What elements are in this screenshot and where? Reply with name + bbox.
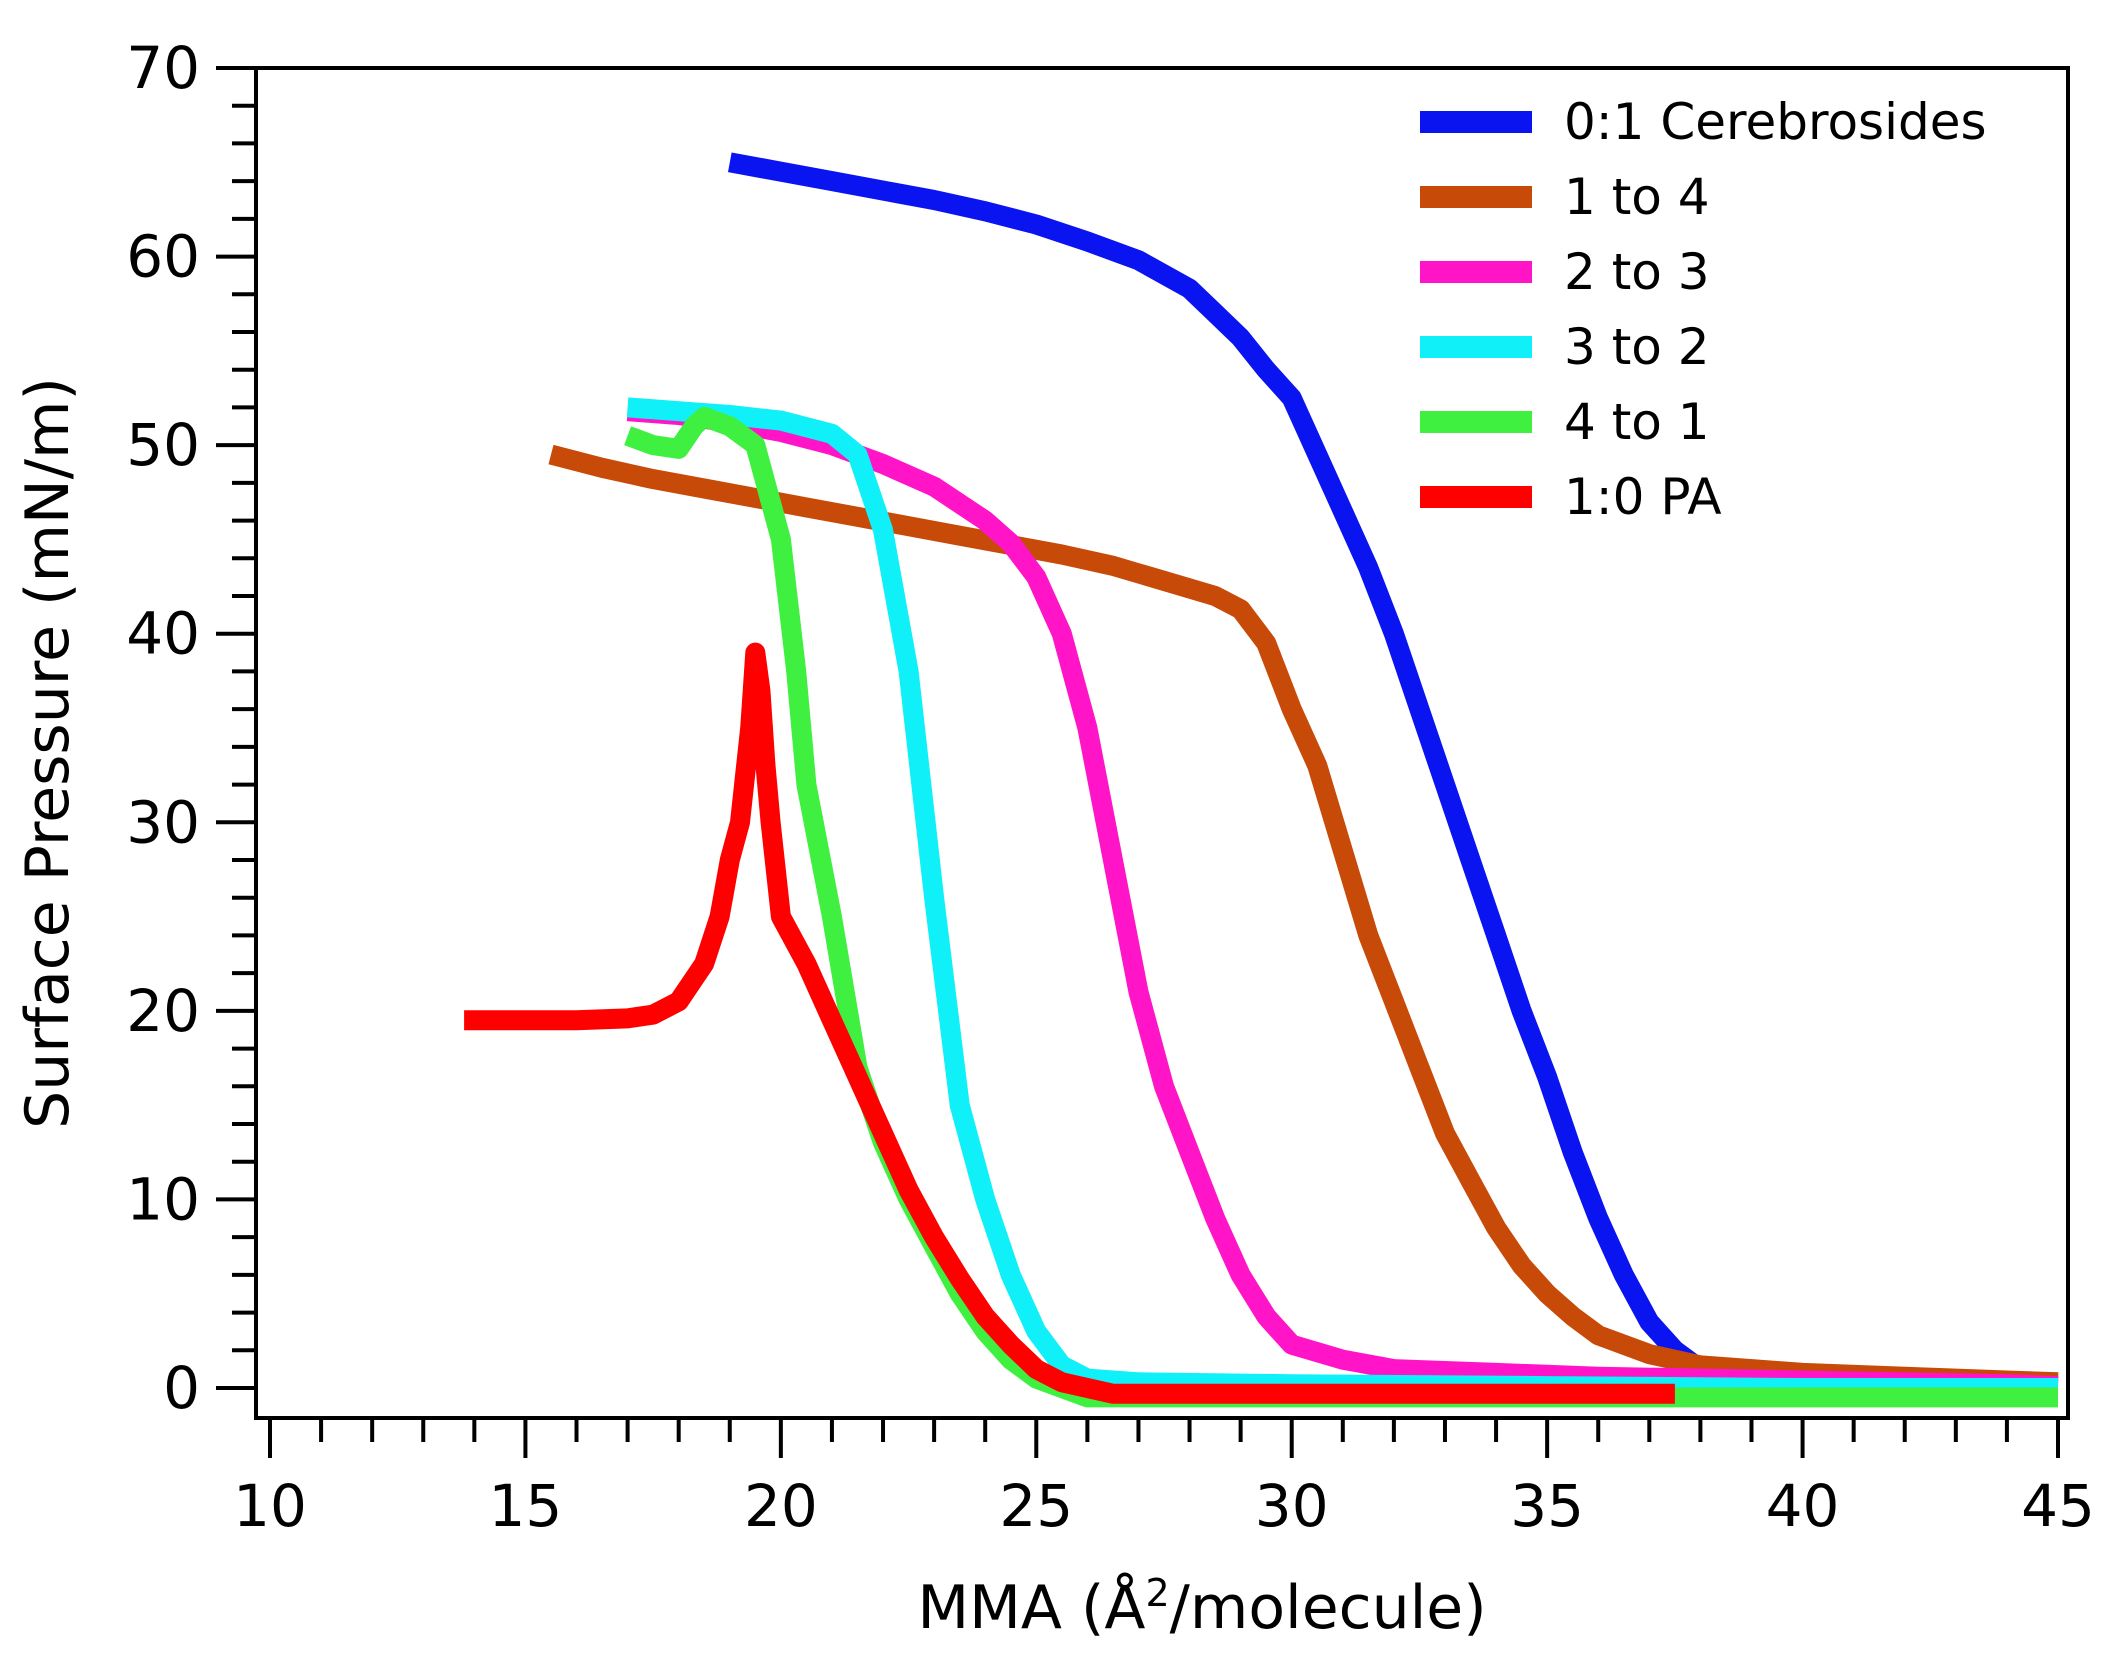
x-axis-title-superscript: 2 [1145, 1571, 1169, 1615]
x-axis-title: MMA (Å2/molecule) [917, 1571, 1486, 1643]
legend-label: 3 to 2 [1564, 318, 1710, 376]
x-axis: 10 15 20 25 30 35 40 45 [233, 1418, 2095, 1540]
y-axis: 0 10 20 30 40 50 60 70 [126, 34, 256, 1422]
y-tick-label: 50 [126, 411, 200, 479]
x-tick-label: 20 [744, 1472, 818, 1540]
x-tick-label: 40 [1766, 1472, 1840, 1540]
series-layer [464, 152, 2059, 1408]
x-axis-title-part-2: /molecule) [1170, 1573, 1487, 1643]
y-axis-title: Surface Pressure (mN/m) [13, 377, 83, 1129]
series-line-6 [464, 642, 1675, 1404]
y-tick-label: 0 [163, 1354, 200, 1422]
y-tick-label: 20 [126, 977, 200, 1045]
legend-label: 0:1 Cerebrosides [1564, 93, 1987, 151]
legend-label: 2 to 3 [1564, 243, 1710, 301]
x-tick-label: 25 [999, 1472, 1073, 1540]
series-line-1 [727, 152, 1707, 1378]
x-tick-label: 10 [233, 1472, 307, 1540]
legend: 0:1 Cerebrosides 1 to 4 2 to 3 3 to 2 4 to 1… [1420, 93, 1987, 526]
legend-label: 1:0 PA [1564, 468, 1722, 526]
plot-frame [254, 66, 2070, 1420]
x-tick-label: 15 [489, 1472, 563, 1540]
x-tick-label: 45 [2021, 1472, 2095, 1540]
legend-label: 4 to 1 [1564, 393, 1710, 451]
x-tick-label: 35 [1510, 1472, 1584, 1540]
y-tick-label: 30 [126, 788, 200, 856]
y-tick-label: 40 [126, 600, 200, 668]
y-tick-label: 70 [126, 34, 200, 102]
x-tick-label: 30 [1255, 1472, 1329, 1540]
y-tick-label: 60 [126, 223, 200, 291]
series-line-2 [548, 444, 2059, 1393]
x-axis-title-part-1: MMA (Å [917, 1572, 1145, 1643]
y-tick-label: 10 [126, 1165, 200, 1233]
legend-label: 1 to 4 [1564, 168, 1710, 226]
